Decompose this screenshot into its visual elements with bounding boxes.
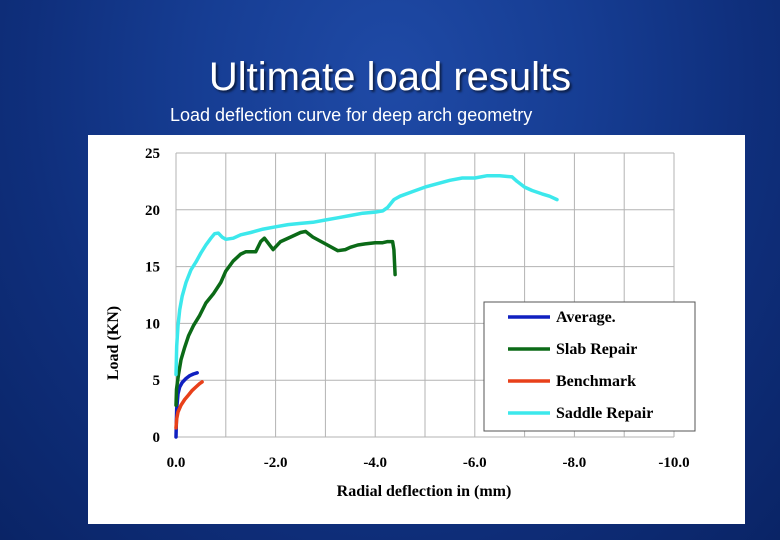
legend-label: Average. [556, 309, 616, 326]
load-deflection-chart: 0 5 10 15 20 25 0.0 -2.0 -4.0 -6.0 -8.0 -10.0 Radia… [105, 146, 696, 500]
x-axis-title: Radial deflection in (mm) [337, 483, 512, 500]
y-axis-title: Load (KN) [105, 306, 122, 380]
tick-labels: 0 5 10 15 20 25 0.0 -2.0 -4.0 -6.0 -8.0 -10.0 [145, 146, 690, 471]
x-tick-label: -8.0 [563, 455, 587, 471]
chart-panel: 0 5 10 15 20 25 0.0 -2.0 -4.0 -6.0 -8.0 -10.0 Radia… [88, 135, 745, 524]
legend: Average. Slab Repair Benchmark Saddle Repai… [483, 301, 696, 432]
slide-subtitle: Load deflection curve for deep arch geom… [170, 105, 533, 125]
y-tick-label: 20 [145, 203, 160, 219]
legend-box [483, 301, 696, 432]
legend-label: Benchmark [556, 373, 636, 390]
x-tick-label: -4.0 [363, 455, 387, 471]
y-tick-label: 0 [153, 430, 161, 446]
y-tick-label: 15 [145, 260, 160, 276]
x-tick-label: -6.0 [463, 455, 487, 471]
series-line-slab-repair [174, 229, 397, 407]
series-line-benchmark [174, 380, 204, 430]
x-tick-label: 0.0 [167, 455, 186, 471]
y-tick-label: 10 [145, 316, 160, 332]
legend-label: Saddle Repair [556, 405, 653, 422]
y-tick-label: 5 [153, 373, 161, 389]
slide-title: Ultimate load results [208, 55, 572, 99]
series-lines [174, 173, 559, 439]
series-line-saddle-repair [174, 173, 559, 377]
x-tick-label: -2.0 [264, 455, 288, 471]
x-tick-label: -10.0 [658, 455, 689, 471]
legend-label: Slab Repair [556, 341, 637, 358]
y-tick-label: 25 [145, 146, 160, 162]
